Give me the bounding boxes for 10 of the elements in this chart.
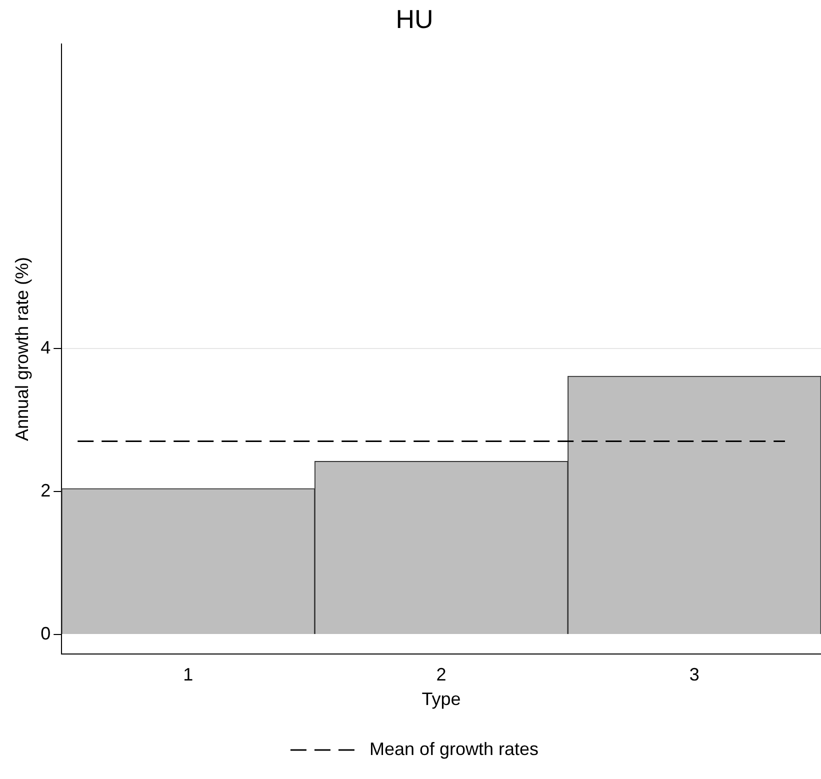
x-tick-label: 1 <box>183 664 194 685</box>
y-tick-label: 0 <box>40 623 51 644</box>
x-tick-label: 3 <box>689 664 700 685</box>
y-tick-label: 2 <box>40 480 51 500</box>
y-tick-label: 4 <box>40 337 51 358</box>
legend-label: Mean of growth rates <box>369 738 539 759</box>
chart-title: HU <box>396 4 434 34</box>
y-axis-title: Annual growth rate (%) <box>12 256 32 442</box>
x-tick-label: 2 <box>436 664 446 685</box>
x-axis-title: Type <box>422 689 461 710</box>
